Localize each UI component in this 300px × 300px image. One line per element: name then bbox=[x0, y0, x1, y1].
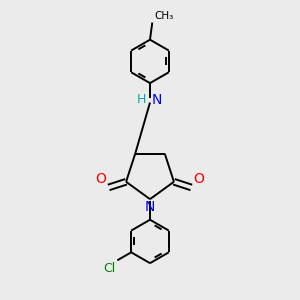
Text: CH₃: CH₃ bbox=[154, 11, 173, 21]
Text: Cl: Cl bbox=[103, 262, 115, 275]
Text: O: O bbox=[95, 172, 106, 186]
Text: N: N bbox=[145, 200, 155, 214]
Text: O: O bbox=[194, 172, 205, 186]
Text: H: H bbox=[136, 93, 146, 106]
Text: N: N bbox=[151, 93, 161, 107]
